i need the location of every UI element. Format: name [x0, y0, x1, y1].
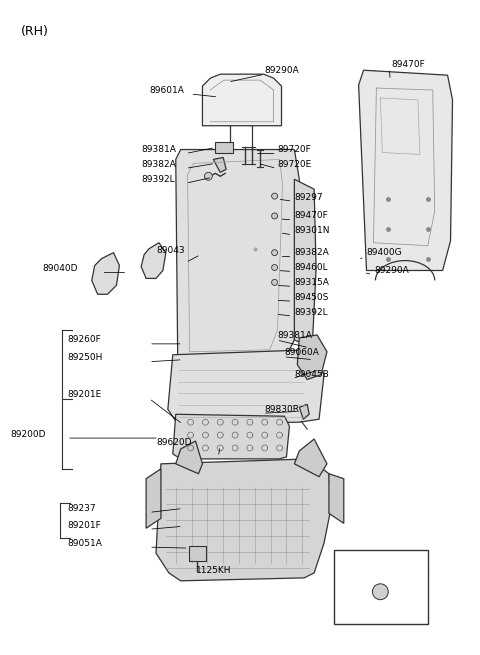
- Polygon shape: [294, 439, 327, 477]
- Text: 89400G: 89400G: [367, 248, 402, 257]
- Text: 89237: 89237: [67, 504, 96, 513]
- Text: 89460L: 89460L: [294, 263, 328, 272]
- Polygon shape: [176, 149, 300, 360]
- Text: 89045B: 89045B: [294, 370, 329, 379]
- Text: 89043: 89043: [156, 246, 185, 255]
- Bar: [189, 546, 206, 561]
- Text: 89601A: 89601A: [149, 86, 184, 94]
- Text: 1125KH: 1125KH: [195, 567, 231, 576]
- Text: 89200D: 89200D: [11, 430, 46, 439]
- Text: 89381A: 89381A: [277, 331, 312, 341]
- Text: 89051A: 89051A: [67, 538, 102, 548]
- Bar: [216, 141, 233, 153]
- Circle shape: [204, 172, 212, 180]
- Text: 89470F: 89470F: [294, 212, 328, 221]
- Circle shape: [272, 213, 277, 219]
- Polygon shape: [213, 157, 226, 172]
- Text: 89250H: 89250H: [67, 353, 102, 362]
- Text: 89290A: 89290A: [264, 66, 300, 75]
- Circle shape: [272, 280, 277, 286]
- Text: 89301N: 89301N: [294, 227, 330, 235]
- Polygon shape: [294, 179, 316, 348]
- Text: 89201F: 89201F: [67, 521, 101, 530]
- Polygon shape: [376, 600, 384, 618]
- Polygon shape: [156, 459, 331, 581]
- Polygon shape: [203, 74, 281, 126]
- Text: 89315A: 89315A: [294, 278, 329, 287]
- Text: 89620D: 89620D: [156, 438, 192, 447]
- Text: 89382A: 89382A: [141, 160, 176, 169]
- Text: 89290A: 89290A: [374, 266, 409, 275]
- Text: 89720F: 89720F: [277, 145, 312, 154]
- Polygon shape: [173, 414, 289, 459]
- Text: 86549: 86549: [366, 557, 395, 565]
- Text: 89060A: 89060A: [285, 348, 319, 357]
- Polygon shape: [329, 474, 344, 523]
- Text: 86549: 86549: [357, 561, 386, 571]
- Text: 89382A: 89382A: [294, 248, 329, 257]
- Text: 89260F: 89260F: [67, 335, 101, 345]
- Text: 89392L: 89392L: [294, 308, 328, 316]
- Text: 89201E: 89201E: [67, 390, 101, 399]
- Circle shape: [272, 250, 277, 255]
- Circle shape: [272, 193, 277, 199]
- Polygon shape: [297, 335, 327, 379]
- Polygon shape: [176, 441, 203, 474]
- Text: (RH): (RH): [21, 25, 48, 37]
- Text: 89381A: 89381A: [141, 145, 176, 154]
- Polygon shape: [146, 469, 161, 529]
- Polygon shape: [92, 253, 120, 294]
- Polygon shape: [141, 243, 166, 278]
- Text: 89720E: 89720E: [277, 160, 312, 169]
- Bar: [334, 550, 428, 624]
- Circle shape: [372, 584, 388, 600]
- Circle shape: [272, 265, 277, 271]
- Polygon shape: [300, 404, 309, 419]
- Polygon shape: [359, 70, 453, 271]
- Text: 89470F: 89470F: [391, 60, 425, 69]
- Text: 89040D: 89040D: [42, 264, 78, 273]
- Text: 89830R: 89830R: [264, 405, 300, 414]
- Text: 89450S: 89450S: [294, 293, 329, 302]
- Text: 89392L: 89392L: [141, 175, 175, 184]
- Polygon shape: [168, 350, 324, 424]
- Text: 89297: 89297: [294, 193, 323, 202]
